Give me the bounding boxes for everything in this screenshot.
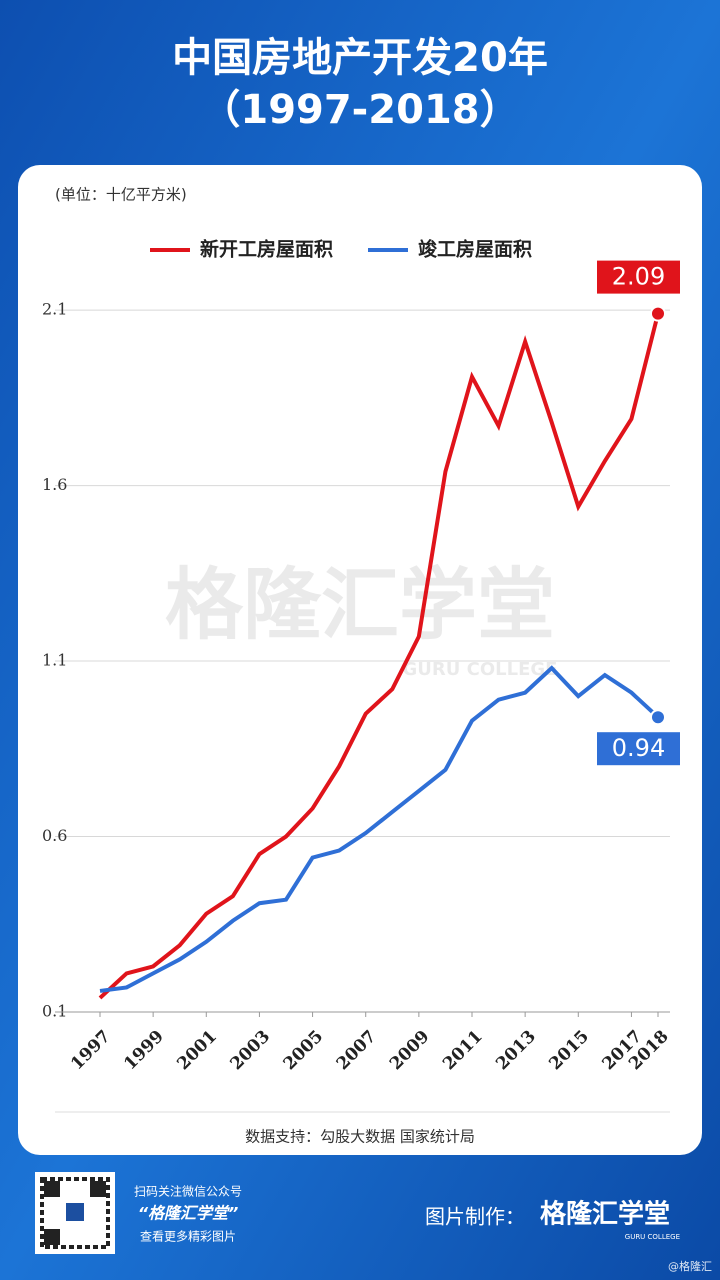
qr-corner	[90, 1181, 106, 1197]
card	[18, 165, 702, 1155]
value-label: 0.94	[612, 734, 665, 762]
end-point	[650, 305, 666, 322]
subtitle: （1997-2018）	[200, 87, 519, 133]
qr-corner	[44, 1229, 60, 1245]
unit-label: (单位：十亿平方米)	[55, 186, 187, 204]
maker-sub: GURU COLLEGE	[625, 1233, 680, 1241]
y-tick-label: 0.1	[42, 1002, 67, 1021]
value-label-box	[597, 260, 680, 294]
maker-name: 格隆汇学堂	[540, 1199, 670, 1230]
maker-label: 图片制作：	[425, 1205, 525, 1229]
title: 中国房地产开发20年	[172, 35, 548, 81]
qr-code	[35, 1172, 115, 1254]
series-line	[99, 665, 660, 993]
source: 数据支持：勾股大数据 国家统计局	[245, 1128, 475, 1146]
legend-label: 新开工房屋面积	[200, 238, 333, 261]
credit: @格隆汇	[668, 1259, 712, 1273]
qr-corner	[44, 1181, 60, 1197]
qr-text: “格隆汇学堂”	[138, 1204, 239, 1223]
y-tick-label: 1.6	[42, 475, 67, 494]
watermark-sub: GURU COLLEGE	[403, 659, 558, 680]
value-label-box	[597, 732, 680, 766]
qr-text: 查看更多精彩图片	[140, 1230, 236, 1244]
y-tick-label: 0.6	[42, 826, 67, 845]
value-label: 2.09	[612, 263, 665, 291]
y-tick-label: 2.1	[42, 300, 67, 319]
qr-logo	[66, 1203, 84, 1221]
qr-text: 扫码关注微信公众号	[134, 1184, 242, 1199]
y-tick-label: 1.1	[42, 651, 67, 670]
end-point	[650, 709, 666, 726]
qr-pattern	[40, 1177, 110, 1249]
series-line	[98, 313, 660, 1000]
legend-label: 竣工房屋面积	[418, 238, 532, 261]
watermark: 格隆汇学堂	[165, 560, 555, 650]
